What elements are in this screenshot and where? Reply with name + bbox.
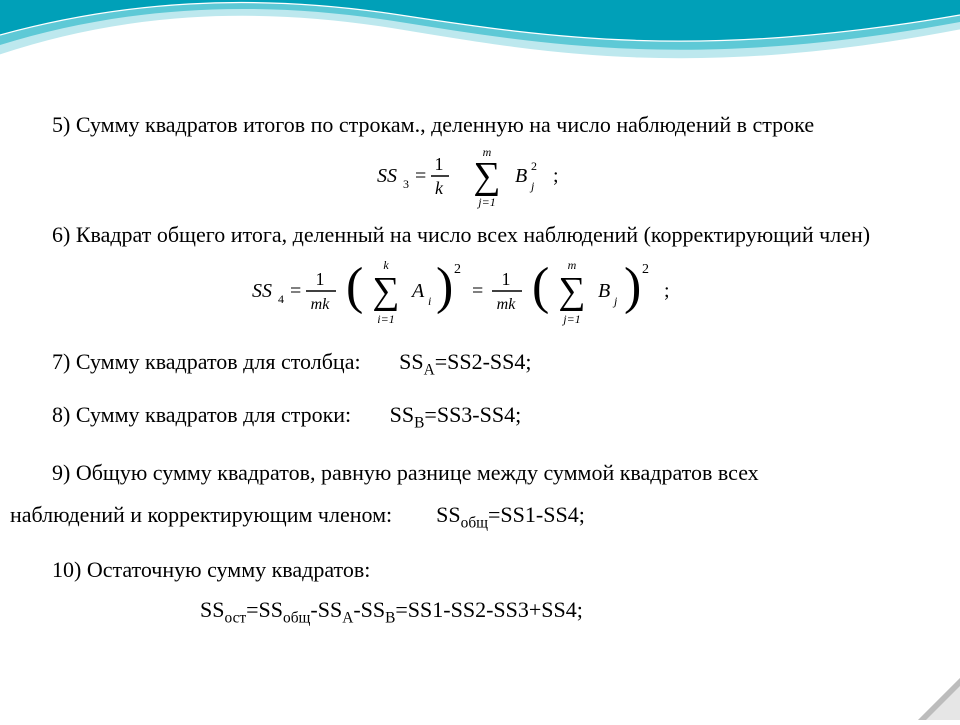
formula-ss3-svg: SS 3 = 1 k ∑ m j=1 B 2 j ; [375, 144, 585, 210]
svg-text:3: 3 [403, 177, 409, 191]
item6-formula: SS 4 = 1 mk ( ∑ k i=1 A i ) 2 = 1 [10, 251, 950, 329]
svg-text:mk: mk [497, 296, 517, 313]
svg-text:2: 2 [531, 159, 537, 173]
item9-label1: 9) Общую сумму квадратов, равную разнице… [52, 460, 759, 485]
corner-fold [918, 678, 960, 720]
item10-formula: SSост=SSобщ-SSA-SSB=SS1-SS2-SS3+SS4; [10, 595, 950, 629]
svg-text:;: ; [664, 280, 670, 302]
svg-text:k: k [383, 258, 389, 272]
svg-text:1: 1 [435, 154, 444, 174]
svg-text:B: B [515, 165, 527, 187]
item5-text: 5) Сумму квадратов итогов по строкам., д… [10, 110, 950, 140]
svg-text:1: 1 [316, 269, 325, 289]
svg-text:=: = [415, 165, 426, 187]
item7-label: 7) Сумму квадратов для столбца: [52, 349, 361, 374]
item8-label: 8) Сумму квадратов для строки: [52, 402, 351, 427]
item7-formula: SSA=SS2-SS4; [399, 349, 531, 374]
slide-content: 5) Сумму квадратов итогов по строкам., д… [0, 0, 960, 645]
svg-text:i=1: i=1 [377, 312, 394, 326]
item5-formula: SS 3 = 1 k ∑ m j=1 B 2 j ; [10, 144, 950, 210]
svg-text:j: j [612, 294, 618, 308]
svg-text:1: 1 [502, 269, 511, 289]
formula-ss4-svg: SS 4 = 1 mk ( ∑ k i=1 A i ) 2 = 1 [250, 251, 710, 329]
svg-text:k: k [435, 178, 444, 198]
svg-text:j=1: j=1 [561, 312, 580, 326]
svg-text:m: m [568, 258, 577, 272]
svg-text:j=1: j=1 [476, 195, 495, 209]
item6-text: 6) Квадрат общего итога, деленный на чис… [10, 220, 870, 250]
svg-text:4: 4 [278, 292, 284, 306]
svg-text:(: ( [346, 258, 363, 315]
svg-text:;: ; [553, 165, 559, 187]
svg-text:=: = [472, 280, 483, 302]
svg-text:m: m [483, 145, 492, 159]
svg-text:∑: ∑ [372, 270, 399, 312]
item9-label2: наблюдений и корректирующим членом: [10, 502, 392, 527]
item8-formula: SSB=SS3-SS4; [390, 402, 522, 427]
svg-text:=: = [290, 280, 301, 302]
item8: 8) Сумму квадратов для строки: SSB=SS3-S… [10, 400, 950, 434]
item7: 7) Сумму квадратов для столбца: SSA=SS2-… [10, 347, 950, 381]
svg-text:∑: ∑ [558, 270, 585, 312]
svg-text:(: ( [532, 258, 549, 315]
svg-text:∑: ∑ [473, 155, 500, 197]
svg-text:A: A [410, 280, 425, 302]
item6-row: 6) Квадрат общего итога, деленный на чис… [10, 220, 950, 250]
svg-text:2: 2 [642, 262, 649, 277]
item10-label: 10) Остаточную сумму квадратов: [10, 555, 950, 585]
svg-text:j: j [529, 179, 535, 193]
svg-text:SS: SS [377, 165, 397, 187]
svg-text:SS: SS [252, 280, 272, 302]
svg-text:i: i [428, 294, 431, 308]
item9: 9) Общую сумму квадратов, равную разнице… [10, 452, 950, 537]
svg-text:): ) [624, 258, 641, 315]
svg-text:2: 2 [454, 262, 461, 277]
svg-text:): ) [436, 258, 453, 315]
item9-formula: SSобщ=SS1-SS4; [436, 502, 585, 527]
svg-text:B: B [598, 280, 610, 302]
svg-text:mk: mk [311, 296, 331, 313]
